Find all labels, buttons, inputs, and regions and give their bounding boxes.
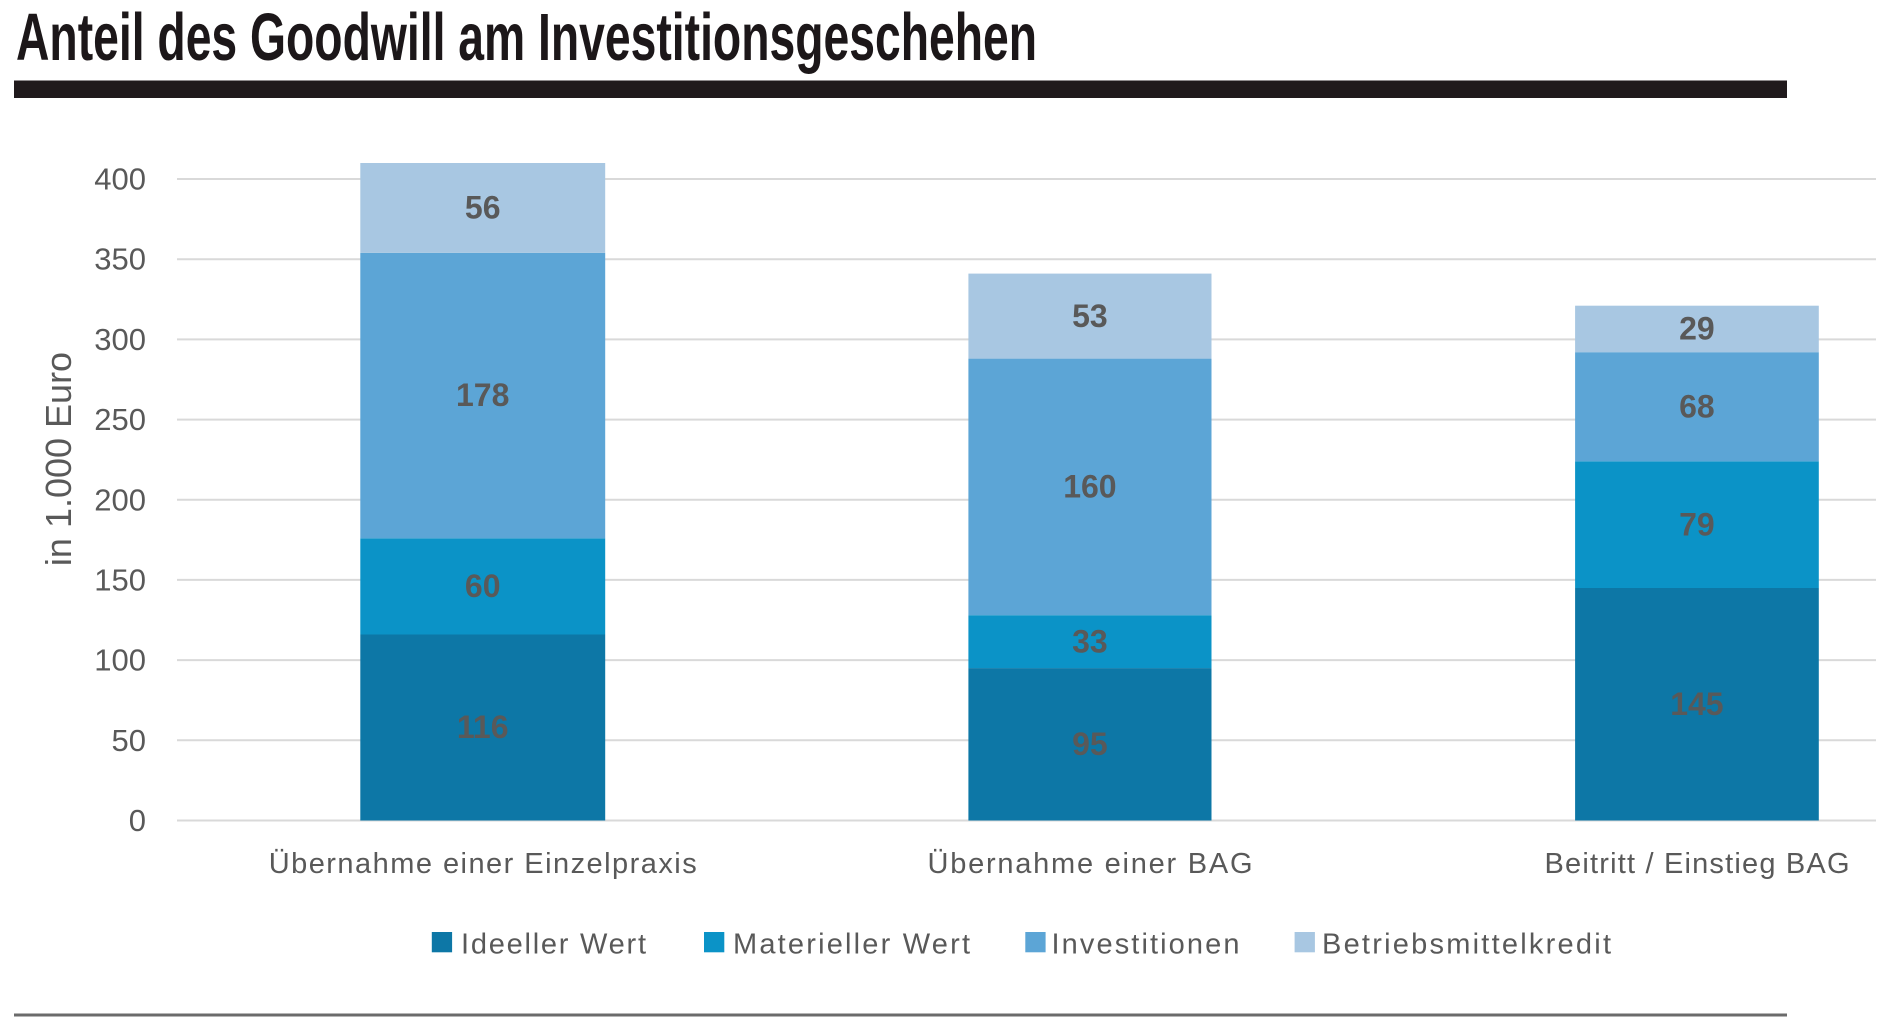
svg-text:350: 350 (94, 242, 146, 277)
svg-text:100: 100 (94, 643, 146, 678)
svg-text:68: 68 (1679, 388, 1715, 424)
svg-text:178: 178 (456, 377, 509, 413)
svg-text:33: 33 (1072, 623, 1108, 659)
svg-text:in 1.000 Euro: in 1.000 Euro (38, 352, 79, 566)
svg-text:145: 145 (1670, 686, 1723, 722)
svg-text:Anteil des Goodwill am Investi: Anteil des Goodwill am Investitionsgesch… (16, 0, 1037, 75)
svg-text:53: 53 (1072, 298, 1108, 334)
svg-text:Ideeller Wert: Ideeller Wert (461, 929, 646, 961)
svg-text:Betriebsmittelkredit: Betriebsmittelkredit (1322, 929, 1611, 961)
svg-text:150: 150 (94, 562, 146, 597)
svg-text:Übernahme einer BAG: Übernahme einer BAG (928, 848, 1253, 880)
svg-text:79: 79 (1679, 506, 1715, 542)
svg-text:116: 116 (457, 709, 509, 745)
svg-text:200: 200 (94, 482, 146, 517)
svg-text:50: 50 (112, 723, 146, 758)
svg-text:56: 56 (465, 190, 501, 226)
svg-text:Übernahme einer Einzelpraxis: Übernahme einer Einzelpraxis (269, 848, 697, 880)
svg-text:Investitionen: Investitionen (1052, 929, 1240, 961)
svg-text:95: 95 (1072, 726, 1108, 762)
svg-text:29: 29 (1679, 311, 1715, 347)
svg-text:160: 160 (1063, 469, 1116, 505)
svg-text:300: 300 (94, 322, 146, 357)
svg-text:400: 400 (94, 162, 146, 197)
svg-text:60: 60 (465, 568, 501, 604)
svg-text:250: 250 (94, 402, 146, 437)
svg-text:Beitritt / Einstieg BAG: Beitritt / Einstieg BAG (1545, 848, 1850, 880)
svg-text:0: 0 (129, 803, 146, 838)
